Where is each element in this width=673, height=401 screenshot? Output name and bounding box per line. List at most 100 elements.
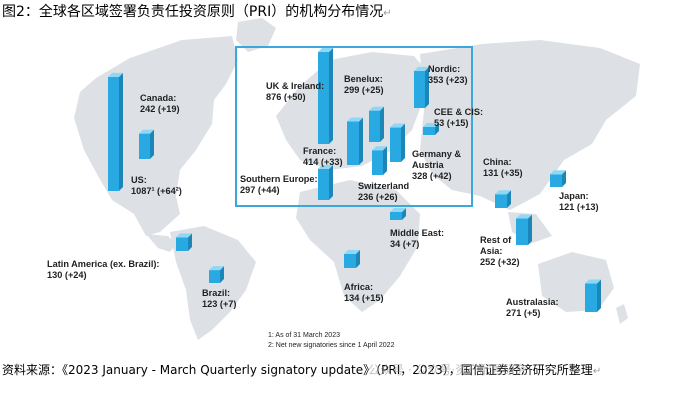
region-label: CEE & CIS: 53 (+15): [434, 107, 483, 129]
region-name: Canada:: [140, 93, 177, 103]
bar-front: [390, 212, 402, 220]
region-value: 121 (+13): [559, 202, 599, 212]
asia-landmass: [420, 40, 640, 210]
bar-top: [423, 123, 439, 127]
bar-side: [359, 117, 363, 165]
bar-side: [507, 190, 511, 208]
bar-side: [329, 164, 333, 200]
region-label: Brazil: 123 (+7): [202, 288, 236, 310]
bar-top: [414, 66, 429, 71]
region-value: 130 (+24): [47, 270, 87, 280]
bar-france: [347, 117, 363, 165]
bar-side: [188, 233, 192, 251]
bar-side: [528, 214, 532, 245]
bar-side: [401, 123, 405, 162]
bar-side: [383, 146, 387, 175]
region-label: Canada: 242 (+19): [140, 93, 180, 115]
bar-us: [108, 72, 123, 191]
region-value: 123 (+7): [202, 299, 237, 309]
bar-top: [347, 117, 363, 122]
watermark: 公众号 · 公众号·资产配置研究: [368, 363, 528, 377]
bar-top: [390, 123, 405, 128]
bar-germany-austria: [390, 123, 405, 162]
bar-front: [369, 110, 380, 142]
region-name: Africa:: [344, 282, 374, 292]
bar-front: [585, 283, 597, 312]
bar-front: [108, 76, 119, 191]
region-label: US: 1087¹ (+64²): [131, 175, 182, 197]
region-name: US:: [131, 175, 147, 185]
bar-front: [176, 237, 188, 251]
bar-top: [495, 190, 511, 195]
region-value: 236 (+26): [358, 192, 398, 202]
bar-australasia: [585, 279, 601, 312]
greenland-landmass: [236, 18, 276, 52]
region-label: Germany & Austria 328 (+42): [412, 149, 461, 182]
bar-japan: [550, 170, 566, 187]
central-america-landmass: [146, 234, 176, 252]
europe-inset-box: [235, 46, 473, 207]
bar-benelux: [369, 106, 384, 142]
bar-front: [414, 70, 425, 108]
bar-switzerland: [372, 146, 387, 175]
region-label: Africa: 134 (+15): [344, 282, 384, 304]
region-value: 1087¹ (+64²): [131, 186, 182, 196]
region-label: Benelux: 299 (+25): [344, 74, 384, 96]
region-value: 299 (+25): [344, 85, 384, 95]
bar-side: [329, 48, 333, 144]
region-label: Southern Europe: 297 (+44): [240, 174, 318, 196]
region-label: Rest of Asia: 252 (+32): [480, 235, 520, 268]
footnote-1: 1: As of 31 March 2023: [268, 332, 340, 339]
bar-front: [344, 253, 356, 268]
bar-side: [597, 279, 601, 312]
bar-rest-of-asia: [516, 214, 532, 245]
bar-side: [562, 170, 566, 187]
region-name: Asia:: [480, 246, 503, 256]
bar-side: [380, 106, 384, 142]
bar-southern-europe: [318, 164, 333, 200]
region-name: China:: [483, 157, 512, 167]
region-value: 53 (+15): [434, 118, 469, 128]
bar-front: [372, 150, 383, 175]
bar-top: [139, 129, 154, 134]
region-label: Switzerland 236 (+26): [358, 181, 409, 203]
region-label: China: 131 (+35): [483, 157, 523, 179]
region-name: Rest of: [480, 235, 512, 245]
region-name: Southern Europe:: [240, 174, 318, 184]
region-value: 134 (+15): [344, 293, 384, 303]
region-name: Austria: [412, 160, 444, 170]
bar-front: [423, 127, 435, 135]
north-america-landmass: [74, 36, 238, 236]
region-name: UK & Ireland:: [266, 81, 325, 91]
bar-top: [372, 146, 387, 151]
africa-landmass: [296, 180, 420, 312]
source-note: 资料来源：《2023 January - March Quarterly sig…: [2, 363, 602, 377]
bar-top: [176, 233, 192, 238]
bar-side: [119, 72, 123, 191]
bar-top: [318, 164, 333, 169]
bar-top: [585, 279, 601, 284]
bar-nordic: [414, 66, 429, 108]
bar-top: [550, 170, 566, 175]
bar-middle-east: [390, 208, 406, 220]
bar-front: [347, 121, 359, 165]
region-name: Japan:: [559, 191, 589, 201]
bar-africa: [344, 249, 360, 268]
region-value: 34 (+7): [390, 239, 420, 249]
bar-cee-cis: [423, 123, 439, 135]
bar-brazil: [209, 266, 224, 283]
region-name: Switzerland: [358, 181, 410, 191]
region-value: 328 (+42): [412, 171, 452, 181]
bar-front: [318, 168, 329, 200]
bar-top: [108, 72, 123, 77]
region-name: Germany &: [412, 149, 462, 159]
region-name: Australasia:: [506, 297, 559, 307]
region-label: France: 414 (+33): [303, 146, 343, 168]
region-name: Benelux:: [344, 74, 383, 84]
region-name: Brazil:: [202, 288, 231, 298]
bar-front: [516, 218, 528, 245]
bar-front: [139, 133, 150, 159]
bar-top: [209, 266, 224, 271]
region-name: CEE & CIS:: [434, 107, 484, 117]
